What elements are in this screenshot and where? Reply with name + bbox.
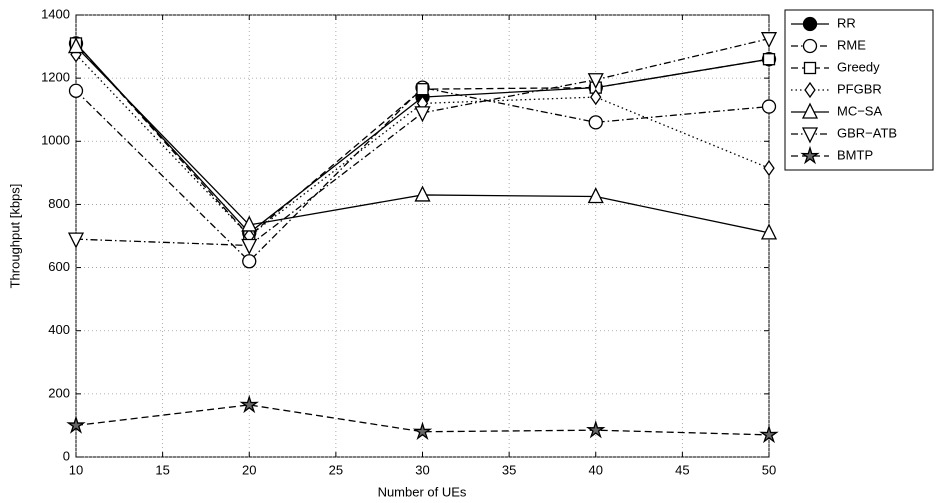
x-tick-label: 45 <box>675 462 689 477</box>
marker <box>68 83 84 98</box>
y-tick-label: 200 <box>48 385 70 400</box>
marker <box>760 32 778 49</box>
marker <box>802 38 818 54</box>
marker <box>67 232 85 249</box>
x-axis-label: Number of UEs <box>378 484 467 499</box>
marker <box>587 73 604 90</box>
y-tick-label: 400 <box>48 322 70 337</box>
legend-label: RME <box>837 37 866 52</box>
marker <box>586 419 606 439</box>
x-tick-label: 20 <box>242 462 256 477</box>
x-tick-label: 50 <box>762 462 776 477</box>
marker <box>414 106 431 123</box>
marker <box>801 102 819 119</box>
x-tick-label: 40 <box>589 462 603 477</box>
x-tick-label: 25 <box>329 462 343 477</box>
x-tick-label: 15 <box>155 462 169 477</box>
y-tick-label: 1200 <box>41 70 70 85</box>
legend-label: PFGBR <box>837 81 882 96</box>
marker <box>763 159 775 177</box>
marker <box>802 16 818 32</box>
marker <box>67 37 85 54</box>
legend-label: MC−SA <box>837 103 882 118</box>
marker <box>762 53 776 66</box>
legend-label: GBR−ATB <box>837 125 897 140</box>
marker <box>242 254 257 269</box>
x-tick-label: 35 <box>502 462 516 477</box>
x-tick-label: 10 <box>69 462 83 477</box>
marker <box>759 424 779 444</box>
series-line <box>75 86 770 263</box>
marker <box>587 187 604 204</box>
legend-label: BMTP <box>837 147 873 162</box>
y-tick-label: 1000 <box>41 133 70 148</box>
y-tick-label: 800 <box>48 196 70 211</box>
marker <box>412 421 433 441</box>
y-axis-label: Throughput [kbps] <box>7 184 22 289</box>
marker <box>414 185 431 202</box>
marker <box>801 127 819 144</box>
legend-label: RR <box>837 15 856 30</box>
marker <box>416 83 429 96</box>
marker <box>241 215 258 232</box>
marker <box>590 88 602 106</box>
marker <box>760 223 778 240</box>
x-tick-label: 30 <box>415 462 429 477</box>
marker <box>800 145 820 165</box>
marker <box>588 115 603 130</box>
marker <box>241 238 258 255</box>
y-tick-label: 600 <box>48 259 70 274</box>
series-line <box>75 404 770 436</box>
marker <box>239 394 259 414</box>
marker <box>761 99 777 114</box>
marker <box>803 61 817 75</box>
marker <box>66 415 86 434</box>
legend-label: Greedy <box>837 59 880 74</box>
y-tick-label: 0 <box>63 448 70 463</box>
marker <box>804 81 816 99</box>
y-tick-label: 1400 <box>41 6 70 21</box>
